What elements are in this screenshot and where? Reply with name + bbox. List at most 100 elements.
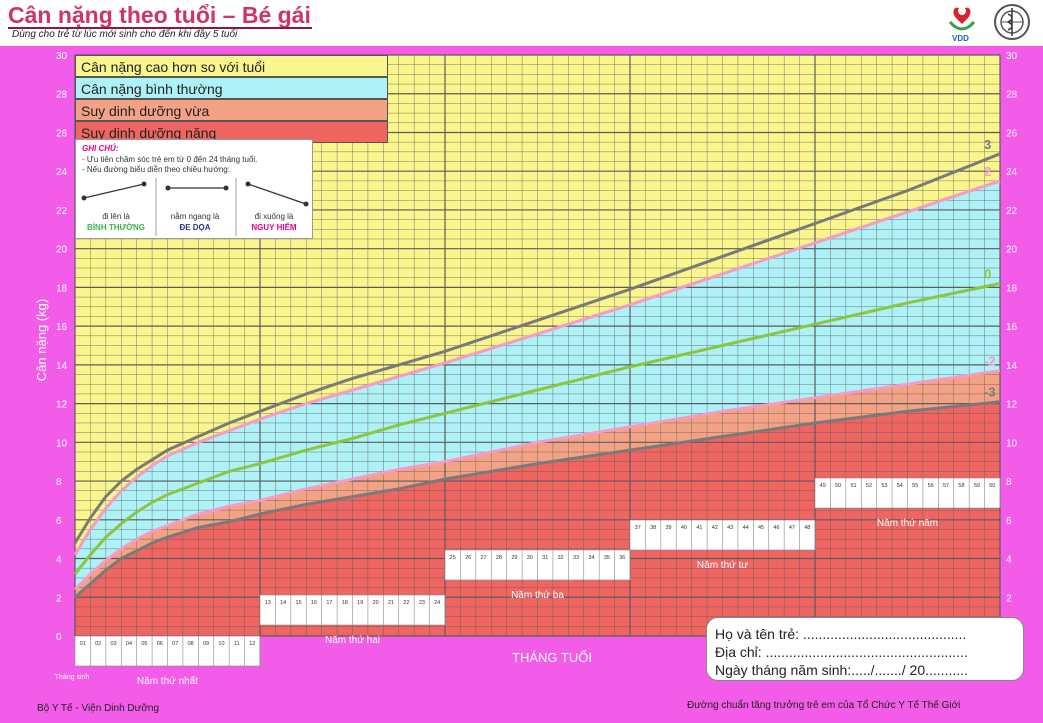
year-label: Năm thứ tư [697,560,748,571]
month-tick-label: 35 [604,555,610,561]
vdd-logo-text: VDD [952,34,969,43]
month-tick-label: 10 [218,641,224,647]
birth-label: Tháng sinh [55,674,90,681]
footer-right: Đường chuẩn tăng trưởng trẻ em của Tổ Ch… [687,700,961,711]
month-tick-label: 07 [172,641,178,647]
y-tick-right: 2 [1006,593,1012,604]
case-up-text: đi lên là [102,212,130,221]
y-tick-right: 8 [1006,477,1012,488]
child-dob-field[interactable]: Ngày tháng năm sinh:...../......./ 20...… [715,662,968,678]
month-tick-label: 42 [712,525,718,531]
month-tick-label: 06 [157,641,163,647]
month-tick-label: 34 [588,555,594,561]
trend-icons [81,178,309,236]
month-tick-label: 32 [558,555,564,561]
y-tick-right: 12 [1006,400,1018,411]
vdd-logo-icon: VDD [948,7,976,43]
up-trend-icon [81,181,147,201]
legend-item: Suy dinh dưỡng vừa [75,99,388,121]
month-tick-label: 41 [696,525,702,531]
month-tick-label: 09 [203,641,209,647]
y-tick-left: 30 [56,51,68,62]
y-tick-left: 24 [56,167,68,178]
note-line-1: - Ưu tiên chăm sóc trẻ em từ 0 đến 24 th… [82,155,258,164]
child-info-box: Họ và tên trẻ: .........................… [706,617,1024,681]
year-label: Năm thứ ba [511,590,564,601]
y-tick-right: 6 [1006,516,1012,527]
y-tick-left: 8 [56,477,62,488]
month-tick-label: 24 [434,600,440,606]
case-flat-status: ĐE DỌA [179,223,211,232]
page-subtitle: Dùng cho trẻ từ lúc mới sinh cho đến khi… [12,29,238,40]
note-box: GHI CHÚ: - Ưu tiên chăm sóc trẻ em từ 0 … [75,139,313,239]
year-label: Năm thứ nhất [137,675,198,687]
case-down-text: đi xuống là [254,212,294,221]
month-tick-label: 31 [542,555,548,561]
footer-left: Bộ Y Tế - Viện Dinh Dưỡng [37,703,160,714]
y-tick-left: 4 [56,555,62,566]
y-tick-left: 14 [56,361,68,372]
y-tick-left: 18 [56,283,68,294]
curve-label-sd--3: -3 [984,385,996,400]
y-tick-left: 20 [56,245,68,256]
month-tick-label: 48 [804,525,810,531]
month-tick-label: 33 [573,555,579,561]
y-tick-right: 10 [1006,438,1018,449]
y-tick-right: 16 [1006,322,1018,333]
axis-layer: 0022446688101012121414161618182020222224… [34,51,1018,665]
month-tick-label: 37 [635,525,641,531]
month-tick-label: 20 [373,600,379,606]
legend-item: Cân nặng cao hơn so với tuổi [75,55,388,77]
month-tick-label: 25 [450,555,456,561]
month-tick-label: 17 [326,600,332,606]
month-tick-label: 16 [311,600,317,606]
month-tick-label: 59 [974,483,980,489]
y-tick-right: 14 [1006,361,1018,372]
y-tick-left: 16 [56,322,68,333]
y-tick-left: 12 [56,400,68,411]
header: Cân nặng theo tuổi – Bé gái Dùng cho trẻ… [0,0,1043,46]
curve-sd--3 [74,400,1001,599]
month-tick-label: 57 [943,483,949,489]
child-name-field[interactable]: Họ và tên trẻ: .........................… [715,626,967,642]
month-tick-label: 43 [727,525,733,531]
month-tick-label: 30 [527,555,533,561]
who-logo-icon [994,4,1030,40]
y-tick-right: 24 [1006,167,1018,178]
grid-layer [74,54,1001,637]
y-tick-right: 20 [1006,245,1018,256]
y-tick-left: 22 [56,206,68,217]
month-tick-label: 13 [265,600,271,606]
y-tick-left: 28 [56,90,68,101]
month-tick-label: 53 [881,483,887,489]
curve-label-sd-0: 0 [984,267,991,282]
down-trend-icon [245,181,309,207]
month-tick-label: 26 [465,555,471,561]
child-address-field[interactable]: Địa chỉ: ...............................… [715,644,968,660]
month-tick-label: 45 [758,525,764,531]
year-label: Năm thứ hai [325,635,380,646]
y-tick-right: 28 [1006,90,1018,101]
y-tick-left: 26 [56,128,68,139]
note-title: GHI CHÚ: [82,144,119,153]
month-tick-label: 60 [989,483,995,489]
month-tick-label: 51 [850,483,856,489]
case-down-status: NGUY HIỂM [251,223,297,232]
curve-label-sd-2: 2 [984,164,991,179]
logo-group: VDD [940,2,1040,44]
month-tick-label: 18 [342,600,348,606]
month-tick-label: 47 [789,525,795,531]
month-tick-label: 58 [958,483,964,489]
month-tick-label: 29 [511,555,517,561]
y-tick-left: 6 [56,516,62,527]
curve-sd-2 [73,179,1001,556]
month-tick-label: 38 [650,525,656,531]
month-tick-label: 39 [665,525,671,531]
month-tick-label: 21 [388,600,394,606]
note-line-2: - Nếu đường biểu diễn theo chiều hướng: [82,165,230,174]
curve-sd-3 [73,152,1001,544]
y-tick-right: 26 [1006,128,1018,139]
month-tick-label: 50 [835,483,841,489]
y-tick-right: 4 [1006,555,1012,566]
